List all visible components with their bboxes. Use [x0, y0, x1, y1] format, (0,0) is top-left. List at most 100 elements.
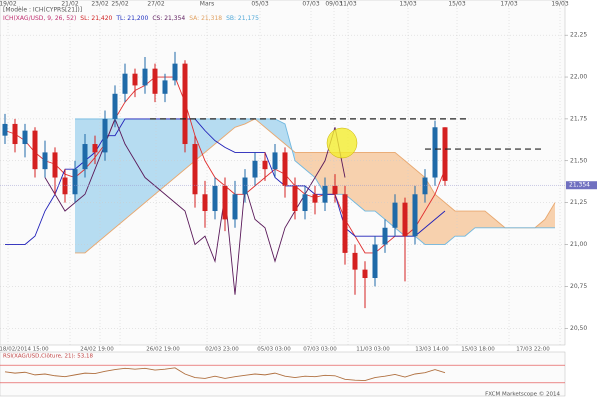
x-date-label: 27/02 [147, 1, 164, 8]
cloud-segment [435, 194, 445, 245]
last-price-box [566, 181, 597, 190]
x-date-label: 11/03 [339, 1, 356, 8]
candle-body [112, 93, 118, 119]
cloud-segment [365, 152, 375, 212]
cloud-segment [85, 118, 95, 253]
candle-body [52, 152, 58, 178]
x-date-label: 15/03 [448, 1, 465, 8]
y-tick-label: 20,75 [570, 283, 587, 290]
x-date-label: 13/03 [399, 1, 416, 8]
x-date-label: 23/02 [91, 1, 108, 8]
cloud-segment [475, 211, 485, 228]
x-date-label: 18/02/2014 15:00 [0, 347, 49, 353]
legend-entry: SB: 21,175 [226, 15, 259, 22]
candle-body [372, 244, 378, 279]
x-date-label: 25/02 [111, 1, 128, 8]
candle-body [152, 68, 158, 94]
candle-body [282, 152, 288, 186]
x-date-label: 05/03 [251, 1, 268, 8]
x-date-label: 13/03 14:00 [415, 347, 449, 353]
cloud-segment [235, 118, 245, 128]
candle-body [312, 194, 318, 203]
legend-entry: SL: 21,420 [80, 15, 112, 22]
x-date-label: 26/02 19:00 [146, 347, 180, 353]
cloud-segment [355, 152, 365, 212]
candle-body [12, 123, 18, 145]
cloud-segment [265, 118, 275, 136]
y-tick-label: 21,00 [570, 241, 587, 248]
cloud-segment [545, 202, 555, 228]
highlight-circle [326, 127, 358, 159]
last-price-label: 21,354 [569, 182, 590, 189]
cloud-segment [315, 152, 325, 195]
candle-body [332, 185, 338, 195]
candle-body [22, 130, 28, 145]
candle-body [422, 177, 428, 195]
rsi-panel [0, 351, 566, 397]
legend-entry: CS: 21,354 [152, 15, 185, 22]
y-tick-label: 21,50 [570, 157, 587, 164]
y-tick-label: 20,50 [570, 325, 587, 332]
x-date-label: 02/03 23:00 [205, 347, 239, 353]
candle-body [322, 185, 328, 203]
rsi-label: RSI(XAG/USD,Clôture, 21): 53,18 [3, 353, 94, 360]
candle-body [242, 177, 248, 195]
candle-body [102, 118, 108, 153]
x-date-label: 11/03 03:00 [356, 347, 390, 353]
candle-body [272, 152, 278, 170]
cloud-segment [325, 152, 335, 195]
candle-body [442, 127, 448, 181]
x-date-label: 17/03 22:00 [516, 347, 550, 353]
x-date-label: 19/03 [551, 1, 568, 8]
candle-body [2, 123, 8, 136]
footer: FXCM Marketscope © 2014 [485, 391, 560, 398]
legend-entry: SA: 21,318 [189, 15, 222, 22]
candle-body [142, 68, 148, 86]
x-date-label: 19/02 [0, 1, 17, 8]
cloud-segment [135, 118, 145, 212]
x-date-label: 17/03 [500, 1, 517, 8]
cloud-segment [165, 118, 175, 186]
y-tick-label: 22,25 [570, 32, 587, 39]
legend: ICH(XAG/USD, 9, 26, 52) SL: 21,420 TL: 21,… [3, 15, 259, 22]
cloud-segment [465, 211, 475, 237]
candle-body [232, 194, 238, 220]
candle-body [362, 269, 368, 279]
x-date-label: 24/02 19:00 [80, 347, 114, 353]
header: [Modèle : ICH(CYPRS[21])] [3, 7, 82, 14]
candle-body [302, 194, 308, 212]
legend-entry: ICH(XAG/USD, 9, 26, 52) [3, 15, 76, 22]
cloud-segment [125, 118, 135, 220]
candle-body [42, 152, 48, 170]
x-date-label: 21/02 [61, 1, 78, 8]
x-date-label: 09/03 [325, 1, 342, 8]
candle-body [342, 194, 348, 253]
cloud-segment [155, 118, 165, 195]
x-date-label: 05/03 03:00 [257, 347, 291, 353]
candle-body [92, 144, 98, 153]
cloud-segment [375, 152, 385, 220]
cloud-segment [455, 211, 465, 237]
y-tick-label: 21,75 [570, 115, 587, 122]
y-tick-label: 22,00 [570, 74, 587, 81]
cloud-segment [215, 118, 225, 145]
candle-body [82, 144, 88, 170]
candle-body [262, 160, 268, 170]
candle-body [352, 252, 358, 270]
x-date-label: 15/03 18:00 [461, 347, 495, 353]
candle-body [252, 160, 258, 178]
candle-body [72, 169, 78, 195]
annotations-layer: 21,354 [0, 118, 597, 190]
candle-body [182, 63, 188, 145]
x-date-label: 07/03 [302, 1, 319, 8]
cloud-segment [275, 118, 285, 145]
grid-layer [0, 8, 568, 384]
span-a [75, 118, 556, 254]
indicator-line [5, 118, 446, 245]
legend-entry: TL: 21,200 [115, 15, 148, 22]
candle-body [222, 185, 228, 220]
candle-body [382, 227, 388, 245]
candle-body [392, 202, 398, 228]
cloud-segment [485, 211, 495, 228]
candle-body [32, 130, 38, 170]
